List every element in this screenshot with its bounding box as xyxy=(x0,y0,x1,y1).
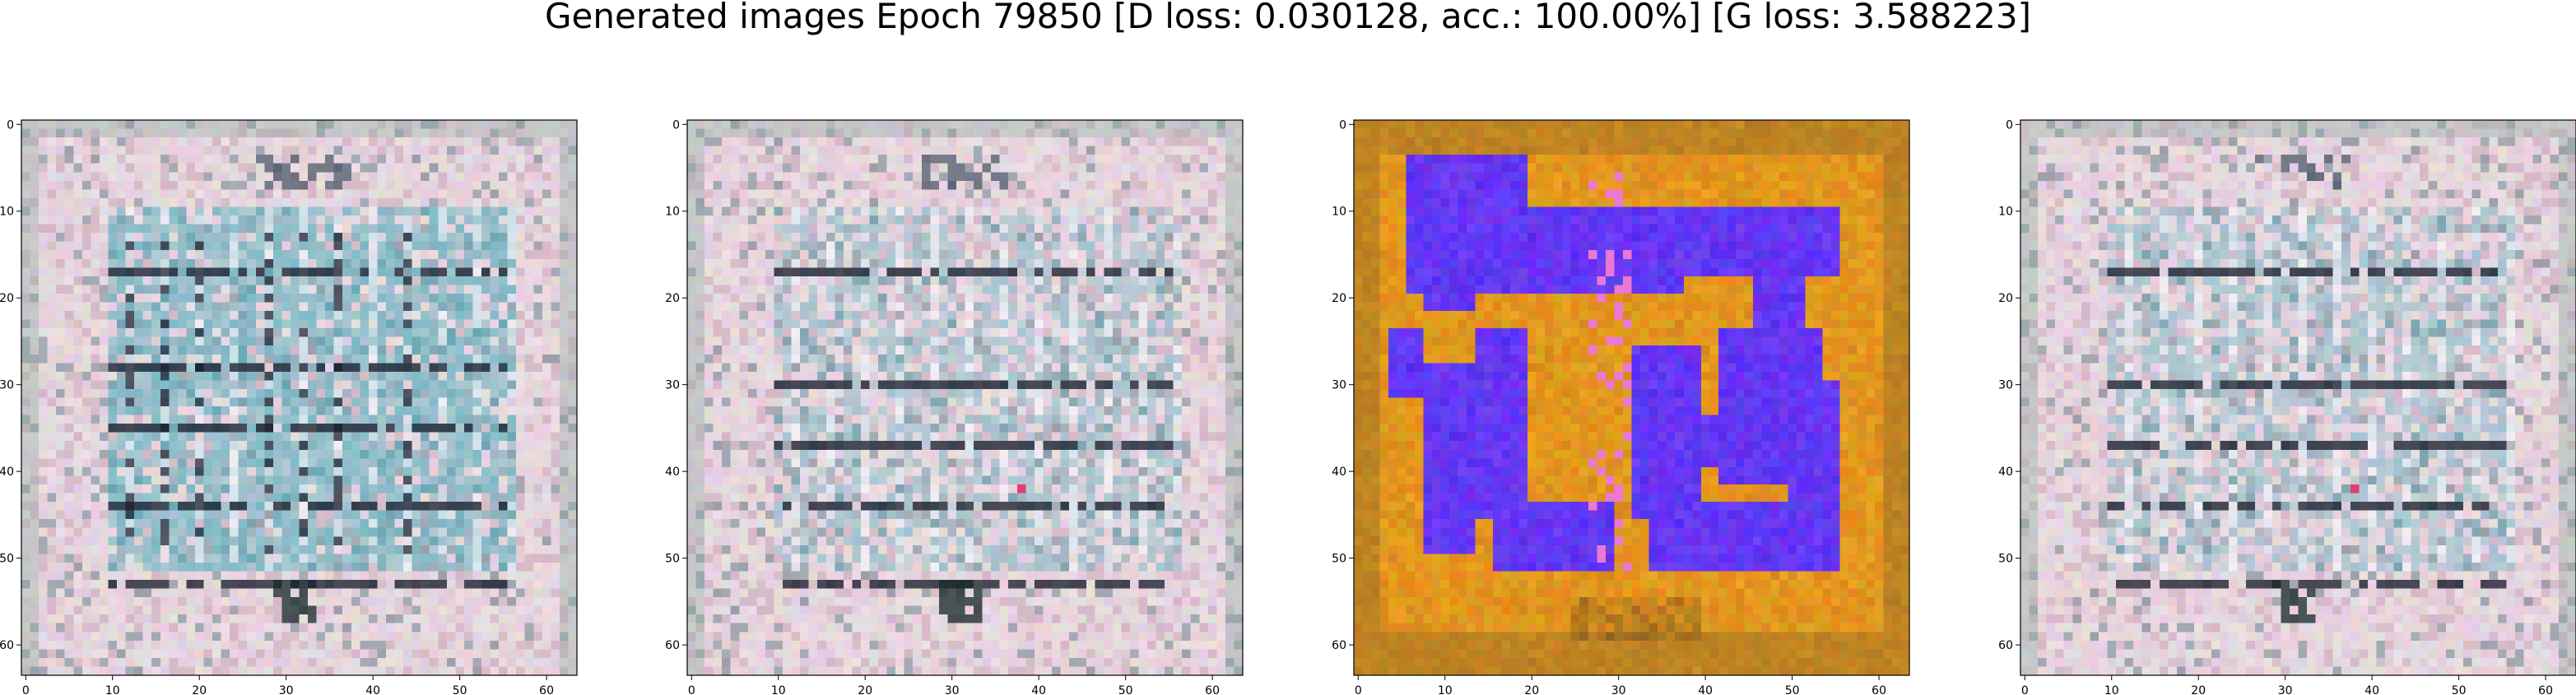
y-tick-label: 10 xyxy=(0,206,14,219)
x-tick-label: 0 xyxy=(2021,684,2029,695)
y-tick-label: 40 xyxy=(0,466,14,479)
x-tick-label: 40 xyxy=(1031,684,1046,695)
y-tick-label: 0 xyxy=(672,118,680,132)
x-tick-label: 50 xyxy=(1785,684,1800,695)
x-tick-label: 30 xyxy=(1611,684,1626,695)
generated-image-1 xyxy=(21,120,578,676)
x-tick-label: 20 xyxy=(858,684,872,695)
x-tick-label: 30 xyxy=(279,684,294,695)
axes-frame xyxy=(21,119,578,676)
x-tick-label: 0 xyxy=(688,684,695,695)
y-tick-label: 50 xyxy=(1332,553,1346,566)
x-tick-label: 30 xyxy=(945,684,960,695)
y-tick-label: 60 xyxy=(1332,639,1346,652)
y-tick-label: 30 xyxy=(1332,379,1346,392)
figure-title: Generated images Epoch 79850 [D loss: 0.… xyxy=(0,0,2576,44)
x-tick-label: 10 xyxy=(1438,684,1453,695)
x-tick-label: 40 xyxy=(2364,684,2379,695)
x-tick-label: 10 xyxy=(771,684,786,695)
x-tick-label: 60 xyxy=(539,684,554,695)
y-tick-label: 20 xyxy=(0,292,14,305)
x-tick-label: 40 xyxy=(1698,684,1713,695)
y-tick-label: 50 xyxy=(665,553,680,566)
x-tick-label: 0 xyxy=(1355,684,1362,695)
y-tick-label: 50 xyxy=(0,553,14,566)
x-tick-label: 0 xyxy=(22,684,30,695)
x-tick-label: 60 xyxy=(1205,684,1220,695)
x-tick-label: 10 xyxy=(105,684,120,695)
y-tick-label: 40 xyxy=(1998,466,2013,479)
axes-frame xyxy=(2020,119,2576,676)
y-tick-label: 30 xyxy=(1998,379,2013,392)
y-tick-label: 0 xyxy=(2006,118,2013,132)
generated-image-4 xyxy=(2020,120,2576,676)
axes-frame xyxy=(686,119,1244,676)
x-tick-label: 50 xyxy=(2452,684,2467,695)
x-tick-label: 30 xyxy=(2278,684,2293,695)
image-panel-4 xyxy=(2016,119,2576,680)
generated-image-3 xyxy=(1354,120,1910,676)
x-tick-label: 20 xyxy=(2191,684,2206,695)
y-tick-label: 40 xyxy=(665,466,680,479)
y-tick-label: 20 xyxy=(1332,292,1346,305)
y-tick-label: 60 xyxy=(1998,639,2013,652)
y-tick-label: 10 xyxy=(665,206,680,219)
x-tick-label: 20 xyxy=(192,684,207,695)
x-tick-label: 50 xyxy=(1118,684,1133,695)
y-tick-label: 20 xyxy=(665,292,680,305)
x-tick-label: 50 xyxy=(453,684,467,695)
x-tick-label: 40 xyxy=(365,684,380,695)
y-tick-label: 0 xyxy=(7,118,14,132)
y-tick-label: 10 xyxy=(1998,206,2013,219)
image-panel-3 xyxy=(1349,119,1910,680)
y-tick-label: 30 xyxy=(0,379,14,392)
y-tick-label: 10 xyxy=(1332,206,1346,219)
x-tick-label: 20 xyxy=(1524,684,1539,695)
y-tick-label: 40 xyxy=(1332,466,1346,479)
x-tick-label: 60 xyxy=(2538,684,2553,695)
y-tick-label: 20 xyxy=(1998,292,2013,305)
y-tick-label: 60 xyxy=(0,639,14,652)
y-tick-label: 30 xyxy=(665,379,680,392)
y-tick-label: 0 xyxy=(1339,118,1346,132)
x-tick-label: 10 xyxy=(2104,684,2119,695)
x-tick-label: 60 xyxy=(1872,684,1886,695)
y-tick-label: 60 xyxy=(665,639,680,652)
image-panel-2 xyxy=(682,119,1244,680)
generated-image-2 xyxy=(687,120,1244,676)
y-tick-label: 50 xyxy=(1998,553,2013,566)
image-panel-1 xyxy=(16,119,578,680)
axes-frame xyxy=(1353,119,1910,676)
